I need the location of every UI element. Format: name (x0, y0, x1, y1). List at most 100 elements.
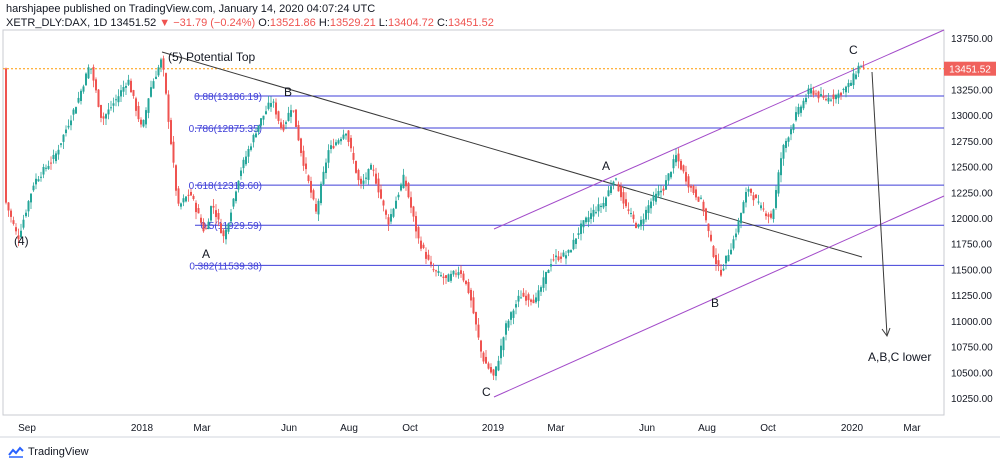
candle-body (457, 272, 460, 276)
candle-body (207, 221, 210, 230)
candle-body (247, 149, 250, 157)
candle-body (677, 153, 680, 162)
candle-body (367, 169, 370, 180)
candle-body (547, 270, 550, 274)
candle-body (250, 146, 252, 150)
x-tick-label: Mar (547, 423, 565, 434)
y-tick-label: 12250.00 (951, 188, 993, 199)
symbol-label[interactable]: XETR_DLY:DAX, 1D (6, 17, 108, 29)
candle-body (380, 189, 382, 199)
candle-body (147, 98, 150, 113)
candle-body (570, 250, 572, 253)
candle-body (437, 271, 440, 273)
candle-body (800, 106, 802, 113)
candle-body (407, 183, 410, 198)
candle-body (142, 119, 145, 127)
y-tick-label: 13000.00 (951, 111, 993, 122)
y-tick-label: 11250.00 (951, 291, 992, 302)
candle-body (622, 192, 625, 204)
brand-label: TradingView (28, 446, 89, 458)
candle-body (810, 88, 812, 94)
channel-upper-line (493, 29, 945, 230)
x-tick-label: Jun (281, 423, 297, 434)
candle-body (212, 205, 215, 208)
candle-body (120, 90, 122, 97)
forecast-arrow-head (881, 327, 891, 338)
candle-body (772, 209, 775, 220)
candle-body (640, 219, 642, 227)
candle-body (87, 67, 90, 79)
candle-body (132, 90, 135, 96)
candle-body (182, 198, 185, 203)
candle-body (355, 160, 357, 173)
forecast-arrow-line (871, 71, 888, 336)
candle-body (725, 255, 727, 264)
candle-body (520, 297, 522, 299)
candle-body (480, 340, 482, 352)
candle-body (35, 178, 37, 185)
candle-body (495, 366, 497, 376)
candle-body (160, 59, 162, 68)
candle-body (587, 217, 590, 223)
candle-body (600, 205, 602, 208)
candle-body (397, 194, 400, 198)
candle-body (90, 68, 92, 70)
candle-body (575, 238, 577, 245)
candle-body (225, 229, 227, 240)
candle-body (165, 73, 167, 94)
candle-body (852, 73, 855, 86)
candle-body (105, 114, 107, 119)
candle-body (10, 210, 12, 217)
y-tick-label: 12750.00 (951, 137, 993, 148)
candle-body (822, 95, 825, 98)
candle-body (417, 227, 420, 239)
candle-body (617, 183, 620, 192)
candle-body (27, 201, 30, 212)
candle-body (510, 312, 512, 320)
candle-body (42, 166, 45, 175)
candle-body (85, 73, 87, 86)
candle-body (860, 66, 862, 68)
candle-body (700, 197, 702, 199)
candle-body (627, 209, 630, 211)
candle-body (672, 159, 675, 169)
candle-body (567, 249, 570, 253)
candle-body (5, 68, 7, 203)
candle-body (390, 214, 392, 222)
candle-body (820, 94, 822, 96)
candle-body (837, 93, 840, 99)
candle-body (682, 165, 685, 172)
candle-body (285, 122, 287, 124)
candle-body (312, 190, 315, 200)
candle-body (235, 191, 237, 202)
candle-body (787, 137, 790, 142)
candle-body (785, 140, 787, 148)
candle-body (122, 86, 125, 92)
wave-label-a-1: A (202, 247, 211, 261)
candle-body (777, 172, 780, 194)
wave-label-4: (4) (14, 234, 29, 248)
candle-body (60, 143, 62, 145)
candle-body (47, 165, 50, 169)
candle-body (855, 74, 857, 79)
candle-body (277, 111, 280, 121)
candle-body (180, 203, 182, 207)
candle-body (702, 201, 705, 212)
candle-body (137, 106, 140, 120)
candle-body (55, 153, 57, 162)
candle-body (545, 271, 547, 284)
candle-body (7, 202, 10, 211)
candle-body (502, 337, 505, 351)
footer-brand[interactable]: TradingView (8, 446, 89, 458)
candle-body (175, 165, 177, 191)
candle-body (200, 217, 202, 223)
candle-body (202, 222, 205, 232)
candle-body (455, 273, 457, 275)
candle-body (155, 76, 157, 80)
candle-body (552, 259, 555, 261)
chart-grid (0, 29, 1000, 438)
candle-body (607, 190, 610, 197)
candle-body (582, 220, 585, 228)
candle-body (342, 134, 345, 139)
